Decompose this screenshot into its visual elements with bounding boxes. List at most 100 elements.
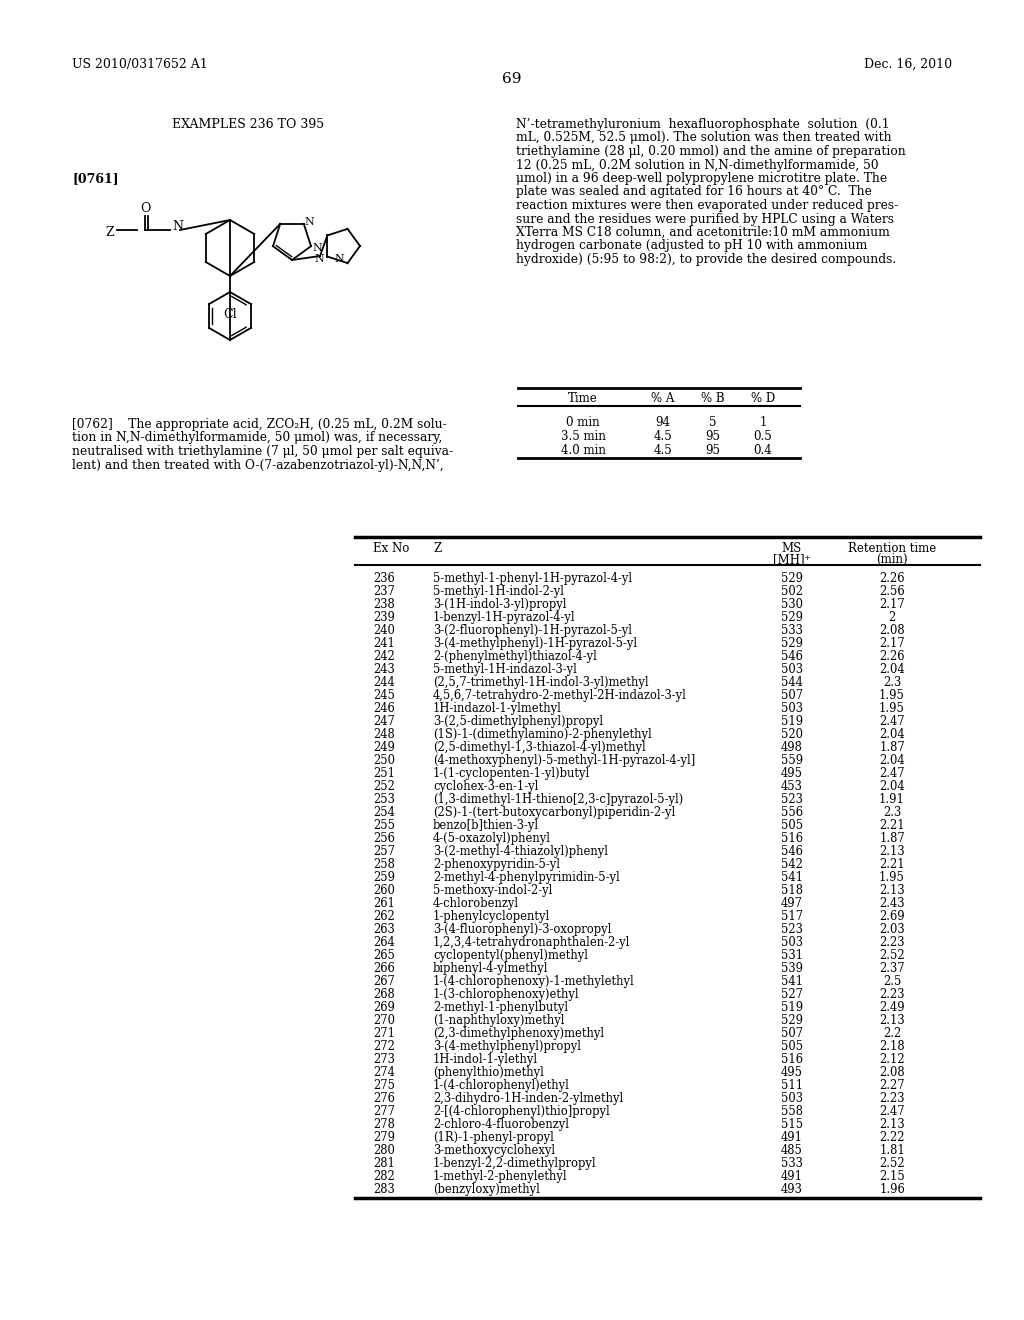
Text: % D: % D (751, 392, 775, 405)
Text: 2.13: 2.13 (880, 1014, 905, 1027)
Text: 520: 520 (781, 729, 803, 741)
Text: 507: 507 (781, 1027, 803, 1040)
Text: 283: 283 (373, 1183, 394, 1196)
Text: 3-methoxycyclohexyl: 3-methoxycyclohexyl (433, 1144, 555, 1158)
Text: 260: 260 (373, 884, 395, 898)
Text: 0 min: 0 min (566, 416, 600, 429)
Text: 529: 529 (781, 611, 803, 624)
Text: (1R)-1-phenyl-propyl: (1R)-1-phenyl-propyl (433, 1131, 554, 1144)
Text: 541: 541 (781, 871, 803, 884)
Text: % A: % A (651, 392, 675, 405)
Text: Z: Z (433, 543, 441, 554)
Text: 1,2,3,4-tetrahydronaphthalen-2-yl: 1,2,3,4-tetrahydronaphthalen-2-yl (433, 936, 631, 949)
Text: 2.69: 2.69 (880, 909, 905, 923)
Text: 1-benzyl-2,2-dimethylpropyl: 1-benzyl-2,2-dimethylpropyl (433, 1158, 597, 1170)
Text: 556: 556 (781, 807, 803, 818)
Text: 2.5: 2.5 (883, 975, 901, 987)
Text: 2.13: 2.13 (880, 884, 905, 898)
Text: 2.23: 2.23 (880, 987, 905, 1001)
Text: 2.23: 2.23 (880, 1092, 905, 1105)
Text: mL, 0.525M, 52.5 μmol). The solution was then treated with: mL, 0.525M, 52.5 μmol). The solution was… (516, 132, 892, 144)
Text: 2: 2 (889, 611, 896, 624)
Text: 523: 523 (781, 793, 803, 807)
Text: 502: 502 (781, 585, 803, 598)
Text: 1-benzyl-1H-pyrazol-4-yl: 1-benzyl-1H-pyrazol-4-yl (433, 611, 575, 624)
Text: 2,3-dihydro-1H-inden-2-ylmethyl: 2,3-dihydro-1H-inden-2-ylmethyl (433, 1092, 624, 1105)
Text: 250: 250 (373, 754, 395, 767)
Text: 5-methyl-1-phenyl-1H-pyrazol-4-yl: 5-methyl-1-phenyl-1H-pyrazol-4-yl (433, 572, 632, 585)
Text: 529: 529 (781, 638, 803, 649)
Text: 276: 276 (373, 1092, 395, 1105)
Text: 1.87: 1.87 (880, 741, 905, 754)
Text: 542: 542 (781, 858, 803, 871)
Text: US 2010/0317652 A1: US 2010/0317652 A1 (72, 58, 208, 71)
Text: 262: 262 (373, 909, 394, 923)
Text: (1S)-1-(dimethylamino)-2-phenylethyl: (1S)-1-(dimethylamino)-2-phenylethyl (433, 729, 651, 741)
Text: triethylamine (28 μl, 0.20 mmol) and the amine of preparation: triethylamine (28 μl, 0.20 mmol) and the… (516, 145, 906, 158)
Text: 2-(phenylmethyl)thiazol-4-yl: 2-(phenylmethyl)thiazol-4-yl (433, 649, 597, 663)
Text: 2.04: 2.04 (880, 754, 905, 767)
Text: Z: Z (105, 227, 115, 239)
Text: 505: 505 (781, 1040, 803, 1053)
Text: 3-(4-methylphenyl)propyl: 3-(4-methylphenyl)propyl (433, 1040, 581, 1053)
Text: 2-[(4-chlorophenyl)thio]propyl: 2-[(4-chlorophenyl)thio]propyl (433, 1105, 609, 1118)
Text: 2.21: 2.21 (880, 818, 905, 832)
Text: 2.03: 2.03 (880, 923, 905, 936)
Text: Ex No: Ex No (373, 543, 410, 554)
Text: 527: 527 (781, 987, 803, 1001)
Text: 5-methyl-1H-indol-2-yl: 5-methyl-1H-indol-2-yl (433, 585, 564, 598)
Text: Retention time: Retention time (848, 543, 936, 554)
Text: 277: 277 (373, 1105, 395, 1118)
Text: 244: 244 (373, 676, 394, 689)
Text: (phenylthio)methyl: (phenylthio)methyl (433, 1067, 544, 1078)
Text: (benzyloxy)methyl: (benzyloxy)methyl (433, 1183, 540, 1196)
Text: 280: 280 (373, 1144, 395, 1158)
Text: 2-methyl-4-phenylpyrimidin-5-yl: 2-methyl-4-phenylpyrimidin-5-yl (433, 871, 620, 884)
Text: 266: 266 (373, 962, 394, 975)
Text: 541: 541 (781, 975, 803, 987)
Text: 4-(5-oxazolyl)phenyl: 4-(5-oxazolyl)phenyl (433, 832, 551, 845)
Text: 69: 69 (502, 73, 522, 86)
Text: [0761]: [0761] (72, 172, 119, 185)
Text: 2.37: 2.37 (880, 962, 905, 975)
Text: 539: 539 (781, 962, 803, 975)
Text: 2.47: 2.47 (880, 1105, 905, 1118)
Text: 497: 497 (781, 898, 803, 909)
Text: 95: 95 (706, 430, 721, 444)
Text: 519: 519 (781, 715, 803, 729)
Text: 281: 281 (373, 1158, 395, 1170)
Text: 243: 243 (373, 663, 394, 676)
Text: 503: 503 (781, 663, 803, 676)
Text: 558: 558 (781, 1105, 803, 1118)
Text: 1-(4-chlorophenoxy)-1-methylethyl: 1-(4-chlorophenoxy)-1-methylethyl (433, 975, 635, 987)
Text: (min): (min) (877, 553, 908, 566)
Text: 3-(4-methylphenyl)-1H-pyrazol-5-yl: 3-(4-methylphenyl)-1H-pyrazol-5-yl (433, 638, 637, 649)
Text: 5-methyl-1H-indazol-3-yl: 5-methyl-1H-indazol-3-yl (433, 663, 577, 676)
Text: 559: 559 (781, 754, 803, 767)
Text: 2.27: 2.27 (880, 1078, 905, 1092)
Text: 94: 94 (655, 416, 671, 429)
Text: 1-phenylcyclopentyl: 1-phenylcyclopentyl (433, 909, 550, 923)
Text: 257: 257 (373, 845, 395, 858)
Text: 503: 503 (781, 936, 803, 949)
Text: N’-tetramethyluronium  hexafluorophosphate  solution  (0.1: N’-tetramethyluronium hexafluorophosphat… (516, 117, 890, 131)
Text: 4-chlorobenzyl: 4-chlorobenzyl (433, 898, 519, 909)
Text: 5: 5 (710, 416, 717, 429)
Text: 265: 265 (373, 949, 395, 962)
Text: 267: 267 (373, 975, 395, 987)
Text: 1H-indazol-1-ylmethyl: 1H-indazol-1-ylmethyl (433, 702, 562, 715)
Text: 95: 95 (706, 444, 721, 457)
Text: 254: 254 (373, 807, 395, 818)
Text: 279: 279 (373, 1131, 395, 1144)
Text: O: O (140, 202, 151, 214)
Text: 2.21: 2.21 (880, 858, 905, 871)
Text: 2.13: 2.13 (880, 1118, 905, 1131)
Text: 491: 491 (781, 1170, 803, 1183)
Text: 248: 248 (373, 729, 394, 741)
Text: 516: 516 (781, 1053, 803, 1067)
Text: μmol) in a 96 deep-well polypropylene microtitre plate. The: μmol) in a 96 deep-well polypropylene mi… (516, 172, 887, 185)
Text: 503: 503 (781, 702, 803, 715)
Text: 529: 529 (781, 572, 803, 585)
Text: 531: 531 (781, 949, 803, 962)
Text: 495: 495 (781, 1067, 803, 1078)
